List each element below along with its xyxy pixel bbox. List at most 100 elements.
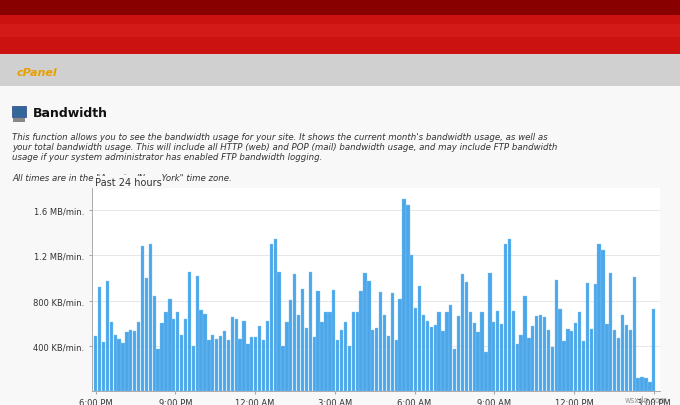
Bar xyxy=(109,323,113,391)
Bar xyxy=(145,278,148,391)
Bar xyxy=(0,0,680,16)
Bar xyxy=(406,205,409,391)
Bar xyxy=(0,25,680,38)
Bar xyxy=(176,312,180,391)
Bar xyxy=(461,275,464,391)
Bar xyxy=(617,339,620,391)
Bar xyxy=(594,284,597,391)
Bar xyxy=(375,328,378,391)
Bar xyxy=(12,107,26,118)
Bar xyxy=(527,338,530,391)
Bar xyxy=(94,336,97,391)
Bar xyxy=(477,332,480,391)
Bar xyxy=(398,299,402,391)
Bar xyxy=(250,337,254,391)
Bar xyxy=(282,346,285,391)
Bar xyxy=(566,330,570,391)
Bar xyxy=(629,330,632,391)
Bar xyxy=(125,333,129,391)
Bar xyxy=(277,273,281,391)
Bar xyxy=(515,344,519,391)
Bar xyxy=(496,311,499,391)
Bar xyxy=(286,322,288,391)
Bar xyxy=(316,291,320,391)
Bar xyxy=(551,347,554,391)
Bar xyxy=(356,312,359,391)
Bar xyxy=(360,291,362,391)
Bar xyxy=(273,239,277,391)
Bar xyxy=(215,339,218,391)
Bar xyxy=(367,281,371,391)
Bar xyxy=(0,16,680,55)
Bar xyxy=(313,337,316,391)
Bar xyxy=(453,349,456,391)
Bar xyxy=(464,282,468,391)
Bar xyxy=(363,273,367,391)
Bar xyxy=(219,337,222,391)
Bar xyxy=(414,309,418,391)
Bar xyxy=(165,312,167,391)
Text: Past 24 hours: Past 24 hours xyxy=(95,178,162,188)
Bar xyxy=(336,340,339,391)
Bar xyxy=(199,311,203,391)
Bar xyxy=(196,277,199,391)
Bar xyxy=(390,293,394,391)
Bar xyxy=(152,296,156,391)
Bar xyxy=(246,344,250,391)
Text: your total bandwidth usage. This will include all HTTP (web) and POP (mail) band: your total bandwidth usage. This will in… xyxy=(12,143,558,152)
Bar xyxy=(211,335,214,391)
Bar xyxy=(129,330,133,391)
Bar xyxy=(149,245,152,391)
Bar xyxy=(535,316,539,391)
Bar xyxy=(484,352,488,391)
Text: All times are in the "America/New_York" time zone.: All times are in the "America/New_York" … xyxy=(12,173,232,182)
Bar xyxy=(511,311,515,391)
Bar xyxy=(347,346,351,391)
Bar xyxy=(539,315,542,391)
Bar xyxy=(156,350,160,391)
Bar xyxy=(585,283,589,391)
Bar xyxy=(172,320,175,391)
Bar xyxy=(590,329,593,391)
Bar xyxy=(254,337,257,391)
Bar xyxy=(632,277,636,391)
Bar xyxy=(394,340,398,391)
Bar xyxy=(320,323,324,391)
Bar xyxy=(118,340,121,391)
Bar xyxy=(410,256,413,391)
Bar xyxy=(598,245,600,391)
Bar xyxy=(457,316,460,391)
Bar xyxy=(239,339,242,391)
Bar xyxy=(203,314,207,391)
Bar xyxy=(613,330,616,391)
Bar xyxy=(235,319,238,391)
Bar xyxy=(636,378,640,391)
Bar xyxy=(558,309,562,391)
Bar xyxy=(340,330,343,391)
Bar xyxy=(114,335,117,391)
Bar xyxy=(441,331,445,391)
Bar xyxy=(289,301,292,391)
Bar xyxy=(469,312,472,391)
Bar xyxy=(383,315,386,391)
Bar xyxy=(434,325,437,391)
Bar xyxy=(297,315,301,391)
Bar xyxy=(492,323,496,391)
Bar xyxy=(180,336,183,391)
Bar xyxy=(504,245,507,391)
Bar xyxy=(184,319,187,391)
Bar xyxy=(641,377,644,391)
Bar xyxy=(309,273,312,391)
Bar xyxy=(648,383,651,391)
Bar xyxy=(98,288,101,391)
Bar xyxy=(578,312,581,391)
Bar xyxy=(547,330,550,391)
Bar xyxy=(141,247,144,391)
Bar xyxy=(137,322,140,391)
Bar xyxy=(379,292,382,391)
Bar xyxy=(625,326,628,391)
Bar xyxy=(324,312,328,391)
Bar xyxy=(121,343,124,391)
Text: This function allows you to see the bandwidth usage for your site. It shows the : This function allows you to see the band… xyxy=(12,133,547,142)
Bar xyxy=(344,322,347,391)
